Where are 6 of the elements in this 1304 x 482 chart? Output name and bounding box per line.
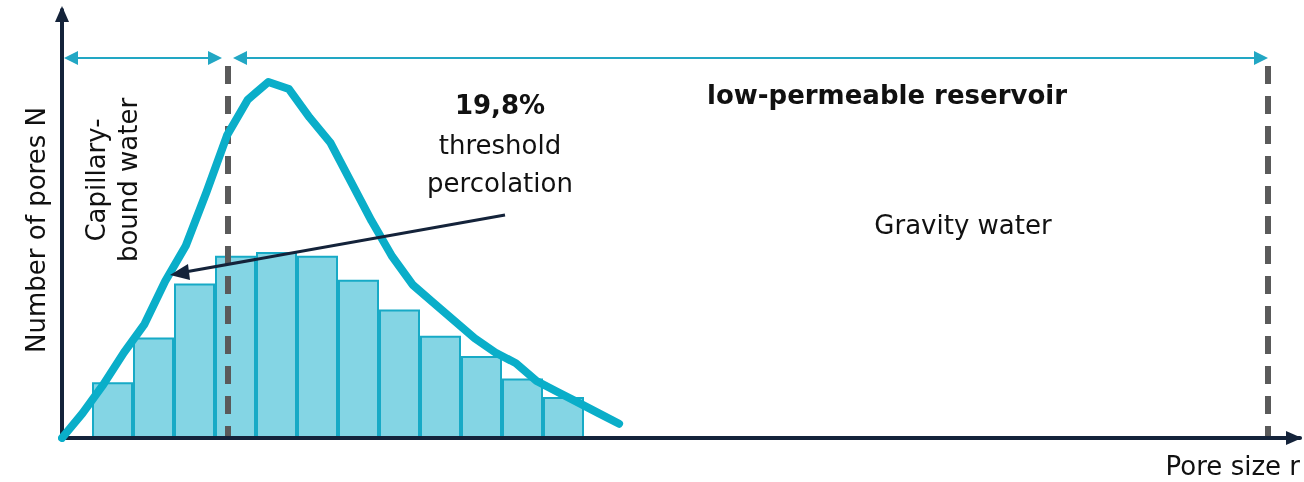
annotation: low-permeable reservoir: [706, 80, 1068, 110]
annotation: 19,8% threshold percolation: [427, 90, 573, 198]
y-axis-title: Number of pores N: [21, 107, 51, 353]
x-axis-title: Pore size r: [1165, 451, 1301, 481]
annotation: Capillary-bound water: [81, 97, 143, 263]
annotation: Gravity water: [874, 210, 1052, 240]
